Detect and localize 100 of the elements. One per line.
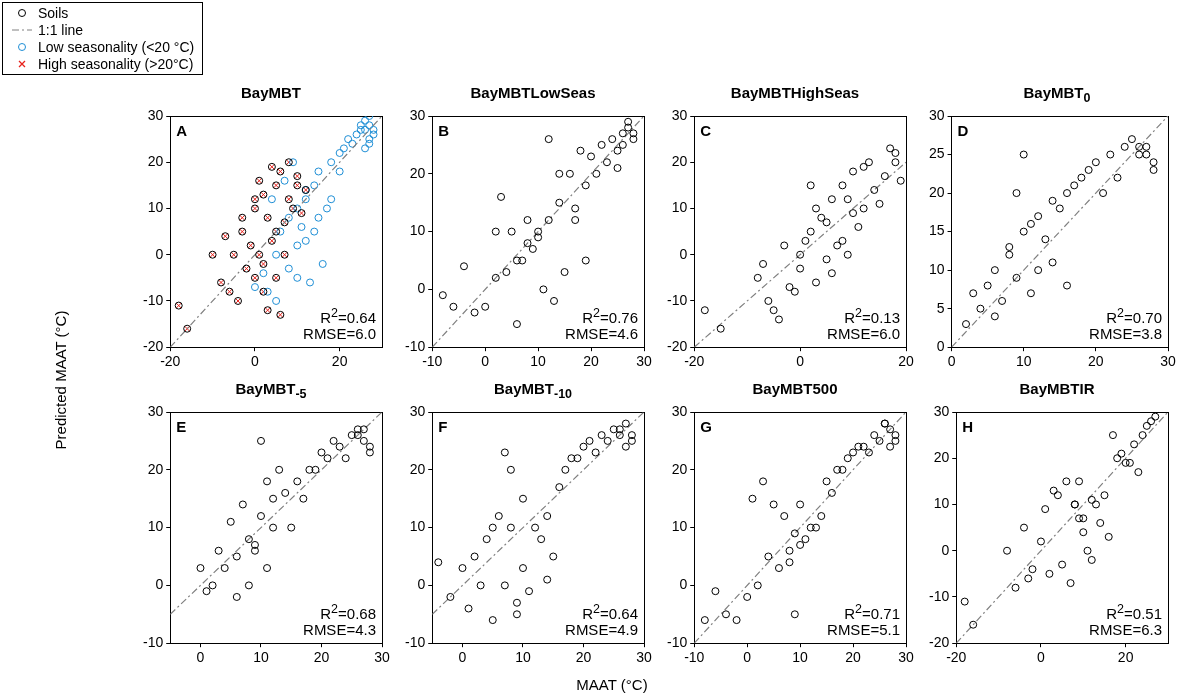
annotation: RMSE=6.0 bbox=[303, 325, 376, 343]
x-tick-label: 20 bbox=[898, 353, 914, 370]
chart-title: BayMBT500 bbox=[751, 379, 839, 399]
x-tick-label: 10 bbox=[1015, 353, 1032, 370]
x-tick-label: 20 bbox=[575, 649, 592, 666]
y-tick-label: 0 bbox=[417, 280, 426, 297]
chart-title: BayMBT bbox=[240, 83, 302, 103]
x-tick-label: 20 bbox=[845, 649, 862, 666]
x-tick-label: 0 bbox=[1037, 649, 1046, 666]
x-tick-label: 0 bbox=[796, 353, 805, 370]
chart-title: BayMBTLowSeas bbox=[469, 83, 597, 103]
chart-title: BayMBT$_{-5}$ bbox=[234, 379, 308, 401]
y-tick-label: 10 bbox=[671, 518, 688, 535]
annotation: R$^{2}$=0.68 bbox=[320, 602, 376, 623]
annotation: B bbox=[438, 122, 450, 139]
y-tick-label: -10 bbox=[405, 634, 426, 651]
y-tick-label: -10 bbox=[667, 634, 688, 651]
annotation: R$^{2}$=0.71 bbox=[844, 602, 900, 623]
chart-title: BayMBT$_{-10}$ bbox=[492, 379, 574, 401]
annotation: RMSE=3.8 bbox=[1089, 325, 1162, 343]
annotation: R$^{2}$=0.51 bbox=[1106, 602, 1162, 623]
chart-title: BayMBTIR bbox=[1018, 379, 1096, 399]
annotation: RMSE=6.0 bbox=[827, 325, 900, 343]
x-tick-label: 30 bbox=[1160, 353, 1176, 370]
legend-label: High seasonality (>20°C) bbox=[38, 56, 194, 72]
x-tick-label: 0 bbox=[481, 353, 490, 370]
legend-label: 1:1 line bbox=[38, 22, 84, 38]
legend-label: Soils bbox=[38, 5, 69, 21]
x-tick-label: 30 bbox=[636, 353, 652, 370]
y-tick-label: 10 bbox=[933, 495, 950, 512]
y-tick-label: 0 bbox=[936, 338, 945, 355]
annotation: C bbox=[700, 122, 712, 139]
y-tick-label: -20 bbox=[143, 338, 164, 355]
y-tick-label: 0 bbox=[417, 576, 426, 593]
y-tick-label: -10 bbox=[929, 587, 950, 604]
y-tick-label: 0 bbox=[155, 245, 164, 262]
annotation: R$^{2}$=0.64 bbox=[582, 602, 638, 623]
annotation: R$^{2}$=0.76 bbox=[582, 306, 638, 327]
y-tick-label: 10 bbox=[671, 199, 688, 216]
x-axis-title: MAAT (°C) bbox=[576, 675, 648, 693]
y-tick-label: -20 bbox=[929, 634, 950, 651]
x-tick-label: 30 bbox=[374, 649, 390, 666]
y-tick-label: 20 bbox=[409, 460, 426, 477]
annotation: R$^{2}$=0.13 bbox=[844, 306, 900, 327]
y-tick-label: 20 bbox=[409, 164, 426, 181]
y-tick-label: 30 bbox=[671, 402, 688, 419]
y-tick-label: 30 bbox=[409, 402, 426, 419]
annotation: A bbox=[176, 122, 188, 139]
x-tick-label: 0 bbox=[251, 353, 260, 370]
annotation: D bbox=[957, 122, 969, 139]
y-tick-label: 20 bbox=[928, 183, 945, 200]
chart-title: BayMBTHighSeas bbox=[729, 83, 861, 103]
chart-title: BayMBT$_{0}$ bbox=[1022, 83, 1092, 105]
y-tick-label: 20 bbox=[147, 153, 164, 170]
y-tick-label: -10 bbox=[143, 291, 164, 308]
annotation: RMSE=4.6 bbox=[565, 325, 638, 343]
y-tick-label: 10 bbox=[928, 260, 945, 277]
x-tick-label: 10 bbox=[792, 649, 809, 666]
x-tick-label: 20 bbox=[313, 649, 330, 666]
x-tick-label: 10 bbox=[530, 353, 547, 370]
x-tick-label: 0 bbox=[458, 649, 467, 666]
y-tick-label: 30 bbox=[409, 106, 426, 123]
y-tick-label: 20 bbox=[147, 460, 164, 477]
y-tick-label: 10 bbox=[147, 518, 164, 535]
annotation: RMSE=5.1 bbox=[827, 621, 900, 639]
annotation: RMSE=6.3 bbox=[1089, 621, 1162, 639]
x-tick-label: 20 bbox=[331, 353, 348, 370]
x-tick-label: 20 bbox=[583, 353, 600, 370]
y-tick-label: 20 bbox=[671, 460, 688, 477]
legend-label: Low seasonality (<20 °C) bbox=[38, 39, 195, 55]
x-tick-label: 20 bbox=[1088, 353, 1104, 370]
x-tick-label: 0 bbox=[743, 649, 752, 666]
annotation: E bbox=[176, 418, 187, 435]
y-tick-label: 0 bbox=[679, 576, 688, 593]
y-tick-label: 0 bbox=[679, 245, 688, 262]
y-tick-label: 20 bbox=[933, 449, 950, 466]
y-tick-label: 30 bbox=[671, 106, 688, 123]
annotation: F bbox=[438, 418, 448, 435]
annotation: R$^{2}$=0.64 bbox=[320, 306, 376, 327]
y-tick-label: 25 bbox=[928, 145, 945, 162]
y-tick-label: 30 bbox=[933, 402, 950, 419]
x-tick-label: 30 bbox=[898, 649, 914, 666]
x-tick-label: 10 bbox=[515, 649, 531, 666]
y-tick-label: 30 bbox=[147, 106, 164, 123]
y-tick-label: 5 bbox=[936, 299, 945, 316]
annotation: RMSE=4.9 bbox=[565, 621, 638, 639]
y-tick-label: 0 bbox=[155, 576, 164, 593]
y-tick-label: 10 bbox=[409, 222, 426, 239]
y-tick-label: 10 bbox=[409, 518, 426, 535]
y-tick-label: -10 bbox=[143, 634, 164, 651]
y-tick-label: 15 bbox=[928, 222, 945, 239]
annotation: RMSE=4.3 bbox=[303, 621, 376, 639]
y-tick-label: 20 bbox=[671, 153, 688, 170]
y-tick-label: 30 bbox=[147, 402, 164, 419]
x-tick-label: 30 bbox=[636, 649, 652, 666]
x-tick-label: 0 bbox=[196, 649, 205, 666]
x-tick-label: 10 bbox=[253, 649, 269, 666]
annotation: R$^{2}$=0.70 bbox=[1106, 306, 1162, 327]
y-tick-label: -10 bbox=[667, 291, 688, 308]
y-axis-title: Predicted MAAT (°C) bbox=[51, 310, 69, 450]
